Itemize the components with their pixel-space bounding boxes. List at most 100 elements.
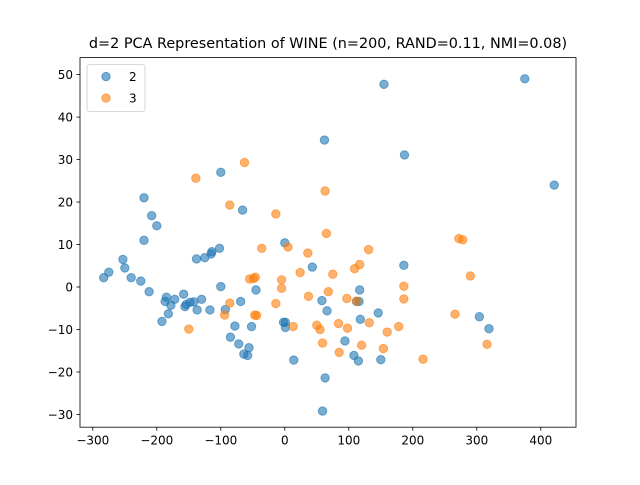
data-point [239, 157, 250, 168]
data-point [342, 323, 353, 333]
data-point [328, 269, 338, 279]
data-point [170, 294, 180, 305]
data-point [373, 308, 383, 318]
data-point [317, 338, 328, 348]
data-point [317, 295, 327, 306]
y-axis: −30 −20 −10 0 10 20 30 40 50 [48, 68, 80, 422]
data-point [192, 305, 202, 315]
data-point [139, 235, 149, 245]
x-tick-label: −200 [140, 434, 173, 448]
data-point [549, 180, 559, 190]
data-point [465, 271, 476, 281]
y-tick-label: −20 [48, 365, 73, 379]
data-point [234, 339, 244, 349]
data-point [379, 79, 389, 90]
data-point [364, 317, 374, 328]
data-point [520, 74, 530, 84]
data-point [288, 321, 298, 332]
data-point [120, 263, 130, 273]
data-point [216, 167, 226, 178]
data-point [139, 193, 149, 203]
data-point [146, 210, 157, 221]
data-point [251, 310, 262, 321]
data-point [354, 285, 365, 295]
data-point [104, 267, 114, 277]
data-point [399, 294, 409, 304]
data-point [320, 186, 330, 196]
data-point [320, 373, 330, 383]
data-point [317, 406, 328, 416]
x-tick-label: −300 [76, 434, 109, 448]
y-tick-label: 40 [58, 110, 73, 124]
y-tick-label: 0 [65, 280, 73, 294]
data-point [342, 293, 352, 304]
data-point [474, 312, 485, 322]
data-point [225, 298, 235, 308]
data-point [458, 235, 468, 245]
plot-area [98, 74, 559, 416]
data-point [230, 321, 240, 331]
data-point [271, 209, 281, 219]
axes-frame [79, 57, 577, 428]
data-point [484, 323, 494, 334]
data-point [399, 281, 409, 291]
data-point [399, 260, 409, 271]
data-point [242, 350, 253, 361]
data-point [482, 339, 492, 350]
x-tick-label: 0 [281, 434, 289, 448]
y-tick-label: 10 [58, 238, 73, 252]
x-tick-label: 200 [401, 434, 424, 448]
data-point [244, 343, 254, 353]
data-point [295, 267, 305, 278]
data-point [225, 332, 236, 342]
data-point [219, 310, 230, 320]
legend-marker [101, 93, 111, 103]
data-point [399, 150, 410, 160]
data-point [323, 286, 334, 297]
data-point [161, 292, 172, 302]
data-point [315, 324, 325, 335]
data-point [189, 297, 199, 307]
data-point [207, 247, 217, 257]
data-point [235, 296, 246, 307]
data-point [333, 318, 344, 329]
data-point [354, 259, 365, 270]
chart-title: d=2 PCA Representation of WINE (n=200, R… [89, 36, 567, 52]
data-point [191, 254, 202, 264]
legend-label: 3 [129, 91, 137, 105]
data-point [303, 248, 313, 258]
data-point [289, 355, 299, 365]
y-tick-label: −30 [48, 408, 73, 422]
data-point [271, 298, 281, 309]
data-point [363, 244, 374, 255]
data-point [184, 324, 194, 334]
data-point [351, 296, 362, 306]
data-point [378, 343, 389, 354]
data-point [214, 243, 225, 254]
data-point [251, 285, 261, 295]
legend-marker [101, 71, 111, 82]
data-point [178, 289, 189, 299]
data-point [340, 336, 350, 346]
data-point [307, 262, 318, 272]
y-tick-label: 30 [58, 153, 73, 167]
data-point [334, 347, 344, 358]
data-point [394, 321, 404, 332]
data-point [321, 228, 332, 239]
data-point [257, 243, 267, 254]
data-point [303, 291, 314, 302]
x-tick-label: 400 [529, 434, 552, 448]
x-tick-label: 300 [465, 434, 488, 448]
data-point [237, 205, 248, 215]
data-point [276, 275, 287, 285]
data-point [319, 135, 330, 145]
data-point [280, 322, 291, 333]
data-point [376, 354, 386, 365]
y-tick-label: 50 [58, 68, 73, 82]
data-point [353, 356, 364, 366]
data-point [450, 309, 460, 319]
y-tick-label: 20 [58, 195, 73, 209]
legend: 23 [86, 64, 146, 112]
